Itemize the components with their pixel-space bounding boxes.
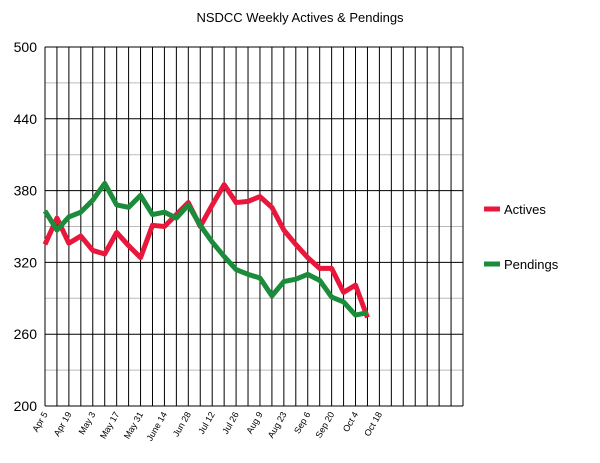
y-tick-label: 200 [14,398,38,414]
x-tick-label: June 14 [144,410,169,443]
x-tick-label: Sep 20 [313,410,336,440]
y-tick-label: 260 [14,326,38,342]
x-tick-label: Sep 6 [292,410,312,435]
x-tick-label: Oct 4 [341,410,360,434]
x-tick-label: May 17 [98,410,121,441]
x-tick-label: Oct 18 [362,410,384,438]
x-tick-label: Apr 19 [52,410,74,438]
series-line [42,180,368,318]
y-tick-label: 320 [14,254,38,270]
y-tick-label: 380 [14,183,38,199]
x-tick-label: Jul 26 [220,410,241,436]
legend-label: Pendings [504,257,559,272]
chart-title: NSDCC Weekly Actives & Pendings [196,10,404,25]
x-tick-label: Jun 28 [171,410,193,438]
x-tick-label: May 31 [122,410,145,441]
x-tick-label: Aug 23 [266,410,289,440]
legend-label: Actives [504,202,546,217]
y-tick-label: 440 [14,111,38,127]
y-tick-label: 500 [14,39,38,55]
series-line [42,182,370,319]
x-tick-label: Jul 12 [196,410,217,436]
x-tick-label: Aug 9 [244,410,264,435]
x-tick-label: May 3 [77,410,98,436]
